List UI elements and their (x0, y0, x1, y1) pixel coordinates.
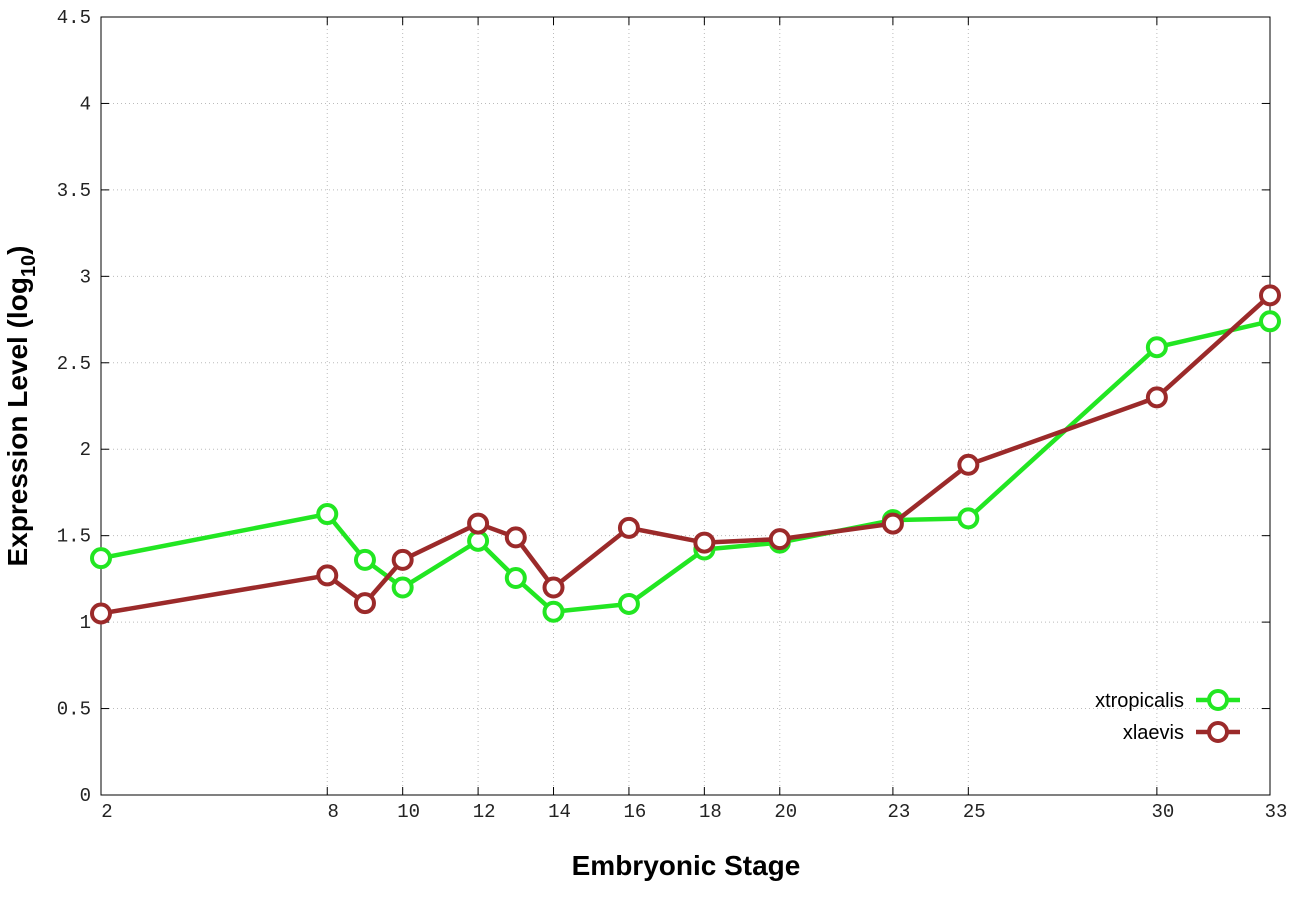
x-tick-label: 33 (1265, 801, 1288, 823)
data-point (881, 512, 904, 535)
data-point (768, 528, 791, 551)
data-point (1259, 310, 1281, 333)
y-tick-label: 4.5 (57, 7, 91, 29)
legend-label: xtropicalis (1095, 690, 1184, 712)
x-axis-label: Embryonic Stage (572, 850, 801, 881)
y-axis-label: Expression Level (log10) (2, 246, 40, 567)
x-tick-label: 12 (473, 801, 496, 823)
data-point (1145, 386, 1168, 409)
data-point (957, 507, 980, 530)
data-point (617, 516, 640, 539)
data-point (467, 512, 490, 535)
data-point (316, 503, 339, 526)
x-tick-label: 18 (699, 801, 722, 823)
series-line (100, 319, 1271, 614)
x-tick-label: 23 (887, 801, 910, 823)
y-tick-label: 0 (80, 785, 91, 807)
data-point (617, 592, 640, 615)
x-tick-label: 16 (624, 801, 647, 823)
data-point (504, 526, 527, 549)
data-point (957, 453, 980, 476)
data-point (353, 548, 376, 571)
y-tick-label: 1 (80, 612, 91, 634)
y-tick-label: 3 (80, 266, 91, 288)
legend-label: xlaevis (1123, 722, 1184, 744)
data-point (1145, 336, 1168, 359)
y-tick-label: 3.5 (57, 180, 91, 202)
y-tick-label: 4 (80, 93, 91, 115)
x-tick-label: 14 (548, 801, 571, 823)
data-point (316, 564, 339, 587)
data-point (693, 531, 716, 554)
x-tick-label: 30 (1151, 801, 1174, 823)
x-tick-label: 2 (101, 801, 112, 823)
y-tick-label: 0.5 (57, 699, 91, 721)
data-point (353, 592, 376, 615)
y-tick-label: 1.5 (57, 526, 91, 548)
x-tick-label: 10 (397, 801, 420, 823)
x-tick-label: 25 (963, 801, 986, 823)
data-point (1259, 284, 1281, 307)
plot-frame (100, 16, 1271, 796)
y-axis-label-sub: 10 (18, 255, 40, 277)
y-tick-label: 2.5 (57, 353, 91, 375)
x-tick-label: 20 (774, 801, 797, 823)
y-axis-label-end: ) (2, 246, 33, 255)
data-point (391, 576, 414, 599)
data-point (542, 600, 565, 623)
y-tick-label: 2 (80, 439, 91, 461)
legend-marker (1207, 721, 1229, 743)
data-point (504, 567, 527, 590)
data-point (391, 548, 414, 571)
y-axis-label-main: Expression Level (log (2, 277, 33, 566)
legend-marker (1207, 689, 1229, 711)
data-point (542, 576, 565, 599)
x-tick-label: 8 (328, 801, 339, 823)
data-point (90, 602, 112, 625)
data-point (90, 547, 112, 570)
